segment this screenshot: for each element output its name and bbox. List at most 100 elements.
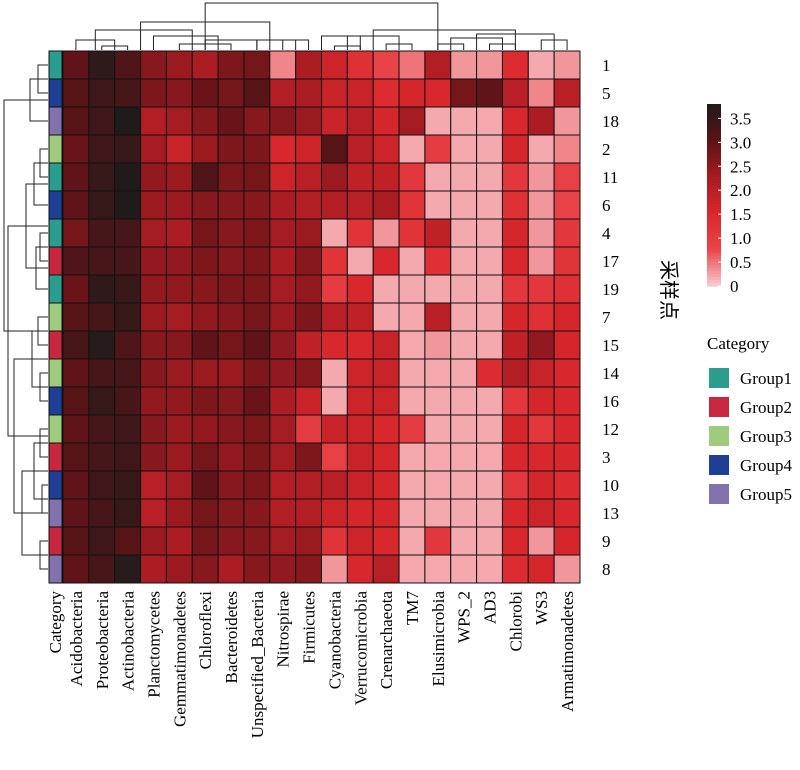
legend-title: Category bbox=[707, 334, 770, 353]
row-label: 1 bbox=[602, 56, 611, 75]
row-label: 2 bbox=[602, 140, 611, 159]
heatmap-cell bbox=[140, 554, 167, 584]
heatmap-cell bbox=[165, 274, 193, 304]
column-label: WS3 bbox=[532, 591, 551, 625]
heatmap-cell bbox=[501, 358, 529, 388]
heatmap-cell bbox=[88, 246, 116, 276]
heatmap-cell bbox=[140, 526, 167, 556]
heatmap-cell bbox=[88, 218, 116, 248]
heatmap-cell bbox=[88, 106, 116, 136]
colorbar-tick-label: 0.5 bbox=[730, 253, 751, 272]
heatmap-cell bbox=[88, 78, 116, 108]
heatmap-cell bbox=[269, 330, 297, 360]
heatmap-cell bbox=[501, 218, 529, 248]
colorbar-segment bbox=[707, 167, 721, 172]
category-cell bbox=[48, 302, 63, 332]
heatmap-cell bbox=[269, 246, 297, 276]
colorbar-segment bbox=[707, 255, 721, 260]
dendrogram-branch bbox=[94, 29, 193, 50]
heatmap-cell bbox=[269, 526, 297, 556]
heatmap-cell bbox=[450, 554, 478, 584]
heatmap-cell bbox=[88, 50, 116, 80]
column-label: Cyanobacteria bbox=[325, 591, 344, 690]
row-label: 17 bbox=[602, 252, 620, 271]
colorbar-segment bbox=[707, 140, 721, 145]
colorbar-segment bbox=[707, 264, 721, 269]
heatmap-cell bbox=[321, 134, 348, 164]
colorbar-segment bbox=[707, 179, 721, 184]
colorbar-segment bbox=[707, 201, 721, 205]
heatmap-cell bbox=[269, 134, 297, 164]
category-column-label: Category bbox=[46, 591, 65, 654]
heatmap-cell bbox=[372, 442, 400, 472]
heatmap-cell bbox=[295, 246, 322, 276]
heatmap-cell bbox=[114, 414, 142, 444]
heatmap-cell bbox=[346, 246, 374, 276]
row-label: 12 bbox=[602, 420, 619, 439]
heatmap-cell bbox=[527, 218, 555, 248]
column-label: Acidobacteria bbox=[67, 591, 86, 687]
heatmap-cell bbox=[62, 470, 90, 500]
legend-label: Group1 bbox=[740, 369, 792, 388]
heatmap-cell bbox=[476, 302, 503, 332]
category-annotation-strip bbox=[48, 50, 63, 584]
column-dendrogram bbox=[75, 2, 568, 50]
heatmap-cell bbox=[476, 386, 503, 416]
heatmap-cell bbox=[165, 302, 193, 332]
heatmap-cell bbox=[398, 246, 426, 276]
heatmap-cell bbox=[553, 162, 581, 192]
heatmap-cell bbox=[346, 414, 374, 444]
category-cell bbox=[48, 162, 63, 192]
heatmap-cell bbox=[114, 526, 142, 556]
heatmap-cell bbox=[140, 414, 167, 444]
heatmap-cell bbox=[217, 218, 245, 248]
heatmap-cell bbox=[295, 414, 322, 444]
category-cell bbox=[48, 190, 63, 220]
heatmap-cell bbox=[476, 162, 503, 192]
heatmap-cell bbox=[527, 106, 555, 136]
column-label: Planctomycetes bbox=[144, 591, 163, 698]
heatmap-cell bbox=[372, 470, 400, 500]
heatmap-cell bbox=[114, 386, 142, 416]
heatmap-cell bbox=[501, 246, 529, 276]
heatmap-cell bbox=[398, 106, 426, 136]
heatmap-cell bbox=[140, 106, 167, 136]
legend-swatch bbox=[709, 455, 729, 475]
heatmap-cell bbox=[191, 190, 219, 220]
heatmap-cell bbox=[398, 498, 426, 528]
column-label: Unspecified_Bacteria bbox=[248, 591, 267, 739]
heatmap-cell bbox=[88, 386, 116, 416]
heatmap-cell bbox=[165, 358, 193, 388]
heatmap-cell bbox=[62, 554, 90, 584]
heatmap-cell bbox=[243, 134, 271, 164]
row-dendrogram bbox=[3, 64, 48, 570]
legend-label: Group3 bbox=[740, 427, 792, 446]
heatmap-cell bbox=[553, 414, 581, 444]
row-label: 7 bbox=[602, 308, 611, 327]
heatmap-cell bbox=[450, 526, 478, 556]
row-label: 10 bbox=[602, 476, 619, 495]
heatmap-cell bbox=[269, 414, 297, 444]
heatmap-cell bbox=[321, 470, 348, 500]
heatmap-cell bbox=[553, 442, 581, 472]
heatmap-cell bbox=[191, 470, 219, 500]
heatmap-cell bbox=[165, 78, 193, 108]
heatmap-cell bbox=[527, 526, 555, 556]
heatmap-cell bbox=[398, 218, 426, 248]
heatmap-cell bbox=[527, 470, 555, 500]
colorbar-tick-label: 1.5 bbox=[730, 205, 751, 224]
column-label: Elusimicrobia bbox=[429, 591, 448, 687]
colorbar-segment bbox=[707, 188, 721, 193]
heatmap-cell bbox=[295, 498, 322, 528]
row-label: 18 bbox=[602, 112, 619, 131]
colorbar-segment bbox=[707, 164, 721, 169]
heatmap-cell bbox=[424, 190, 452, 220]
colorbar-segment bbox=[707, 128, 721, 132]
heatmap-cell bbox=[243, 498, 271, 528]
heatmap-cell bbox=[424, 330, 452, 360]
heatmap-cell bbox=[450, 78, 478, 108]
colorbar-segment bbox=[707, 210, 721, 214]
heatmap-cell bbox=[553, 218, 581, 248]
heatmap-cell bbox=[424, 274, 452, 304]
